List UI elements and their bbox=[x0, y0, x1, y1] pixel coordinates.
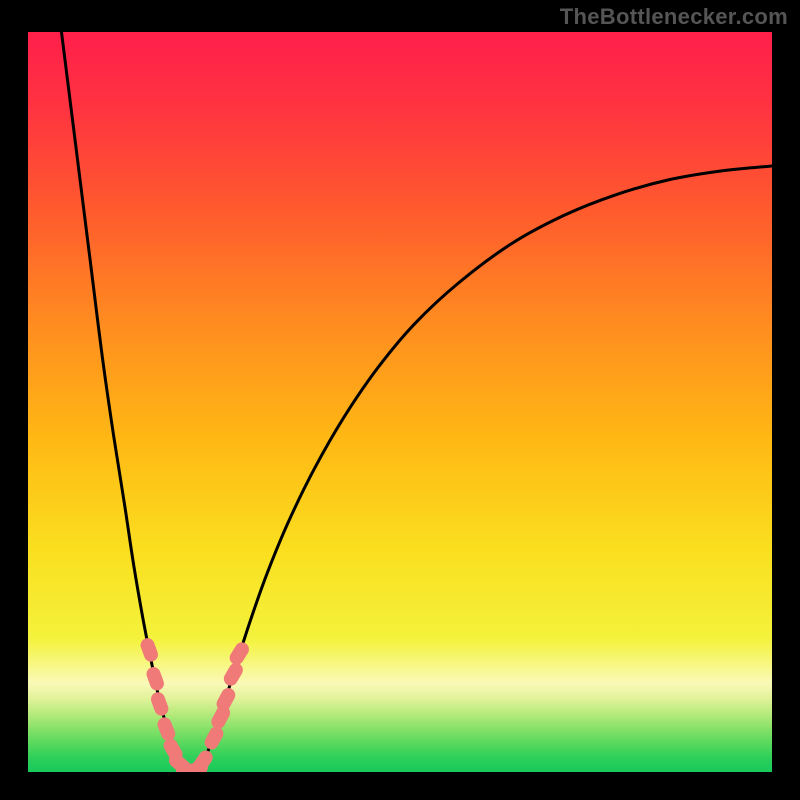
data-marker bbox=[145, 665, 166, 692]
plot-area bbox=[28, 32, 772, 772]
marker-group bbox=[139, 636, 252, 772]
curve-svg bbox=[28, 32, 772, 772]
bottleneck-curve-right bbox=[189, 166, 772, 772]
watermark-text: TheBottlenecker.com bbox=[560, 4, 788, 30]
data-marker bbox=[139, 636, 160, 663]
chart-root: { "watermark": { "text": "TheBottlenecke… bbox=[0, 0, 800, 800]
bottleneck-curve-left bbox=[61, 32, 189, 772]
data-marker bbox=[227, 640, 252, 668]
data-marker bbox=[221, 660, 245, 688]
data-marker bbox=[155, 715, 177, 742]
data-marker bbox=[149, 690, 170, 717]
data-marker bbox=[202, 724, 226, 752]
data-marker bbox=[190, 748, 215, 772]
